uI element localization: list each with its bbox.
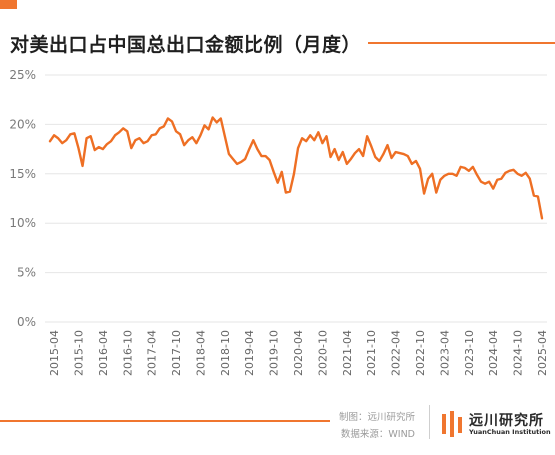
series-group xyxy=(48,116,544,220)
x-tick-label: 2022-10 xyxy=(414,330,427,376)
y-tick-label: 15% xyxy=(9,167,36,181)
series-line xyxy=(48,116,544,220)
footer-divider xyxy=(429,405,430,439)
x-tick-label: 2018-10 xyxy=(219,330,232,376)
y-axis-ticks: 0% 5% 10% 15% 20% 25% xyxy=(9,68,36,329)
producer-credit: 制图：远川研究所 xyxy=(338,412,415,423)
x-tick-label: 2017-04 xyxy=(146,330,159,376)
x-tick-label: 2015-04 xyxy=(48,330,61,376)
credits: 制图：远川研究所 数据来源：WIND xyxy=(339,409,415,443)
page-title: 对美出口占中国总出口金额比例（月度） xyxy=(10,34,362,56)
y-tick-label: 20% xyxy=(9,117,36,131)
top-accent-bar xyxy=(0,0,17,9)
x-tick-label: 2018-04 xyxy=(194,330,207,376)
x-tick-label: 2025-04 xyxy=(536,330,549,376)
x-tick-label: 2016-10 xyxy=(121,330,134,376)
x-tick-label: 2015-10 xyxy=(72,330,85,376)
y-tick-label: 25% xyxy=(9,68,36,82)
y-tick-label: 5% xyxy=(17,266,36,280)
x-tick-label: 2016-04 xyxy=(97,330,110,376)
x-tick-label: 2024-10 xyxy=(512,330,525,376)
x-tick-label: 2019-04 xyxy=(243,330,256,376)
logo-name: 远川研究所 xyxy=(469,413,544,429)
x-tick-label: 2017-10 xyxy=(170,330,183,376)
x-tick-label: 2021-10 xyxy=(365,330,378,376)
x-tick-label: 2020-04 xyxy=(292,330,305,376)
x-tick-label: 2023-10 xyxy=(463,330,476,376)
x-axis-ticks: 2015-04 2015-10 2016-04 2016-10 2017-04 2017-… xyxy=(48,330,549,376)
x-tick-label: 2021-04 xyxy=(341,330,354,376)
data-source: 数据来源：WIND xyxy=(340,429,415,440)
footer-rule xyxy=(0,420,330,422)
y-tick-label: 0% xyxy=(17,315,36,329)
x-tick-label: 2020-10 xyxy=(316,330,329,376)
logo-icon xyxy=(442,411,462,437)
logo-subtitle: YuanChuan Institution xyxy=(469,428,551,436)
gridlines xyxy=(45,74,547,323)
x-tick-label: 2019-10 xyxy=(268,330,281,376)
y-tick-label: 10% xyxy=(9,216,36,230)
x-tick-label: 2023-04 xyxy=(438,330,451,376)
title-rule xyxy=(368,42,555,44)
x-tick-label: 2022-04 xyxy=(390,330,403,376)
x-tick-label: 2024-04 xyxy=(487,330,500,376)
line-chart: 0%5%10%15%20%25% 2015-04 2015-10 2016-04 20… xyxy=(9,68,549,376)
